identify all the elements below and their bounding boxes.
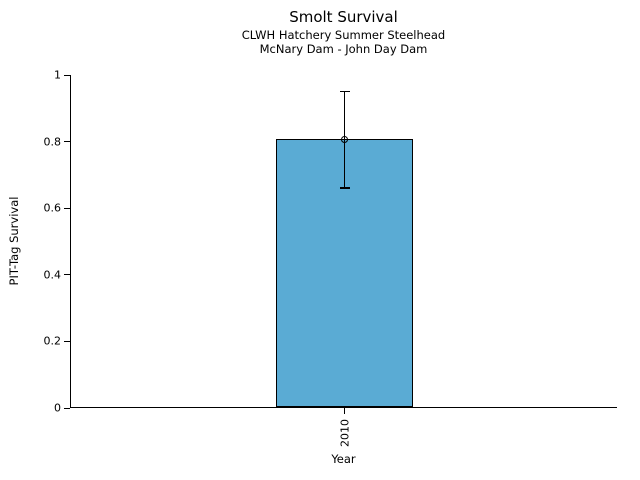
y-tick-mark <box>64 141 70 143</box>
plot-area: 0 0.2 0.4 0.6 0.8 1 2010 <box>44 69 617 447</box>
y-tick-label: 0.8 <box>43 135 62 149</box>
y-tick-mark <box>64 74 70 76</box>
y-tick-mark <box>64 340 70 342</box>
x-tick-mark <box>344 408 345 414</box>
chart-subtitle-line2: McNary Dam - John Day Dam <box>259 42 428 57</box>
chart-header: Smolt Survival CLWH Hatchery Summer Stee… <box>70 8 617 57</box>
x-tick-label: 2010 <box>338 419 351 447</box>
y-tick-label: 0 <box>54 401 61 415</box>
y-tick-label: 0.6 <box>43 201 62 215</box>
y-tick-mark <box>64 407 70 409</box>
y-tick-mark <box>64 274 70 276</box>
error-bar-cap-top <box>339 90 350 93</box>
y-tick-label: 0.4 <box>43 268 62 282</box>
error-bar-cap-bottom <box>339 187 350 189</box>
y-tick-label: 0.2 <box>43 334 62 348</box>
data-point-marker <box>341 136 348 144</box>
y-tick-label: 1 <box>54 68 61 82</box>
x-axis-label: Year <box>331 452 356 466</box>
chart-title: Smolt Survival <box>289 8 398 26</box>
y-axis-label: PIT-Tag Survival <box>7 196 21 286</box>
y-tick-mark <box>64 207 70 209</box>
chart-subtitle-line1: CLWH Hatchery Summer Steelhead <box>241 27 446 42</box>
